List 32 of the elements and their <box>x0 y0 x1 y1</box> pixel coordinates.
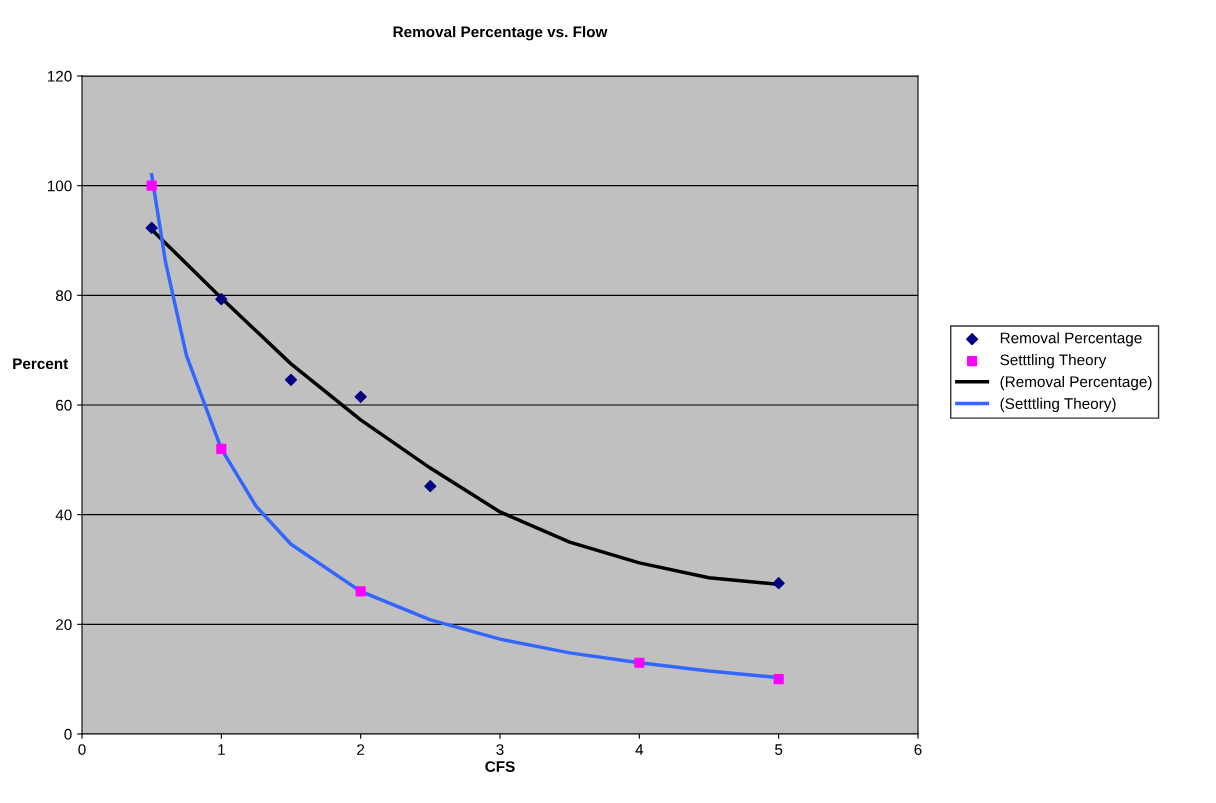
point <box>284 373 298 386</box>
y-tick-label: 120 <box>47 70 72 82</box>
chart-title: Removal Percentage vs. Flow <box>393 26 608 41</box>
x-tick-label: 4 <box>635 744 644 755</box>
y-tick-label: 60 <box>56 399 72 411</box>
x-tick-label: 3 <box>496 744 504 755</box>
y-tick-label: 80 <box>55 290 72 302</box>
point <box>773 674 784 685</box>
point <box>145 221 158 234</box>
point <box>216 443 227 454</box>
y-tick-label: 0 <box>64 728 72 740</box>
point <box>424 480 437 493</box>
y-tick-label: 20 <box>56 619 72 631</box>
point <box>355 586 366 597</box>
x-axis-title: CFS <box>485 761 515 772</box>
point <box>634 657 645 668</box>
x-tick-label: 1 <box>218 744 225 755</box>
x-tick-label: 5 <box>775 744 783 755</box>
point <box>772 577 785 590</box>
x-tick-label: 2 <box>357 744 365 755</box>
legend-label: Removal Percentage <box>1000 332 1142 347</box>
y-tick-label: 40 <box>55 509 72 521</box>
x-tick-label: 0 <box>78 744 86 755</box>
legend-label: (Removal Percentage) <box>1000 375 1152 391</box>
legend-label: (Setttling Theory) <box>1000 397 1116 413</box>
point <box>215 293 228 306</box>
y-axis-title: Percent <box>13 358 69 370</box>
legend-label: Setttling Theory <box>1000 354 1107 369</box>
point <box>354 390 367 403</box>
point <box>146 180 157 191</box>
x-tick-label: 6 <box>914 744 922 755</box>
y-tick-label: 100 <box>47 180 72 192</box>
